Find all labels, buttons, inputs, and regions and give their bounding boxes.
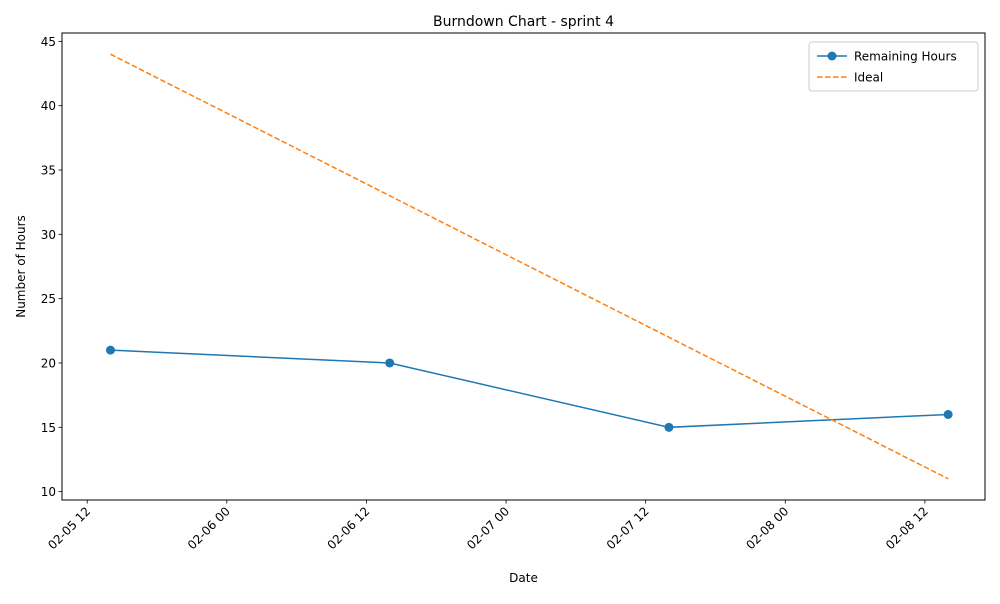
chart-title: Burndown Chart - sprint 4 (433, 14, 614, 30)
data-point-remaining-hours (664, 422, 674, 432)
y-tick-label: 30 (41, 228, 56, 242)
x-tick-label: 02-06 00 (185, 504, 233, 552)
series-layer (105, 53, 953, 480)
legend-marker-remaining-hours (827, 51, 837, 61)
plot-area (61, 32, 986, 501)
data-point-remaining-hours (105, 345, 115, 355)
x-tick-label: 02-06 12 (325, 504, 373, 552)
x-axis: 02-05 12 02-06 00 02-06 12 02-07 00 02-07 12… (45, 500, 931, 552)
series-line-ideal (110, 53, 949, 480)
y-tick-label: 35 (41, 164, 56, 178)
y-tick-label: 45 (41, 35, 56, 49)
y-tick-label: 40 (41, 99, 56, 113)
y-tick-label: 25 (41, 292, 56, 306)
x-tick-label: 02-07 00 (464, 504, 512, 552)
y-axis: 10 15 20 25 30 35 40 45 (41, 35, 62, 499)
legend-label-remaining-hours: Remaining Hours (854, 50, 957, 64)
y-tick-label: 15 (41, 421, 56, 435)
legend: Remaining Hours Ideal (808, 41, 979, 92)
data-point-remaining-hours (943, 409, 953, 419)
x-tick-label: 02-05 12 (45, 504, 93, 552)
x-axis-label: Date (509, 571, 538, 585)
data-point-remaining-hours (385, 358, 395, 368)
x-tick-label: 02-07 12 (604, 504, 652, 552)
legend-frame (808, 41, 979, 92)
series-line-remaining-hours (110, 349, 949, 429)
y-tick-label: 20 (41, 356, 56, 370)
legend-label-ideal: Ideal (854, 71, 883, 85)
y-tick-label: 10 (41, 485, 56, 499)
y-axis-label: Number of Hours (14, 215, 28, 318)
x-tick-label: 02-08 12 (883, 504, 931, 552)
x-tick-label: 02-08 00 (743, 504, 791, 552)
